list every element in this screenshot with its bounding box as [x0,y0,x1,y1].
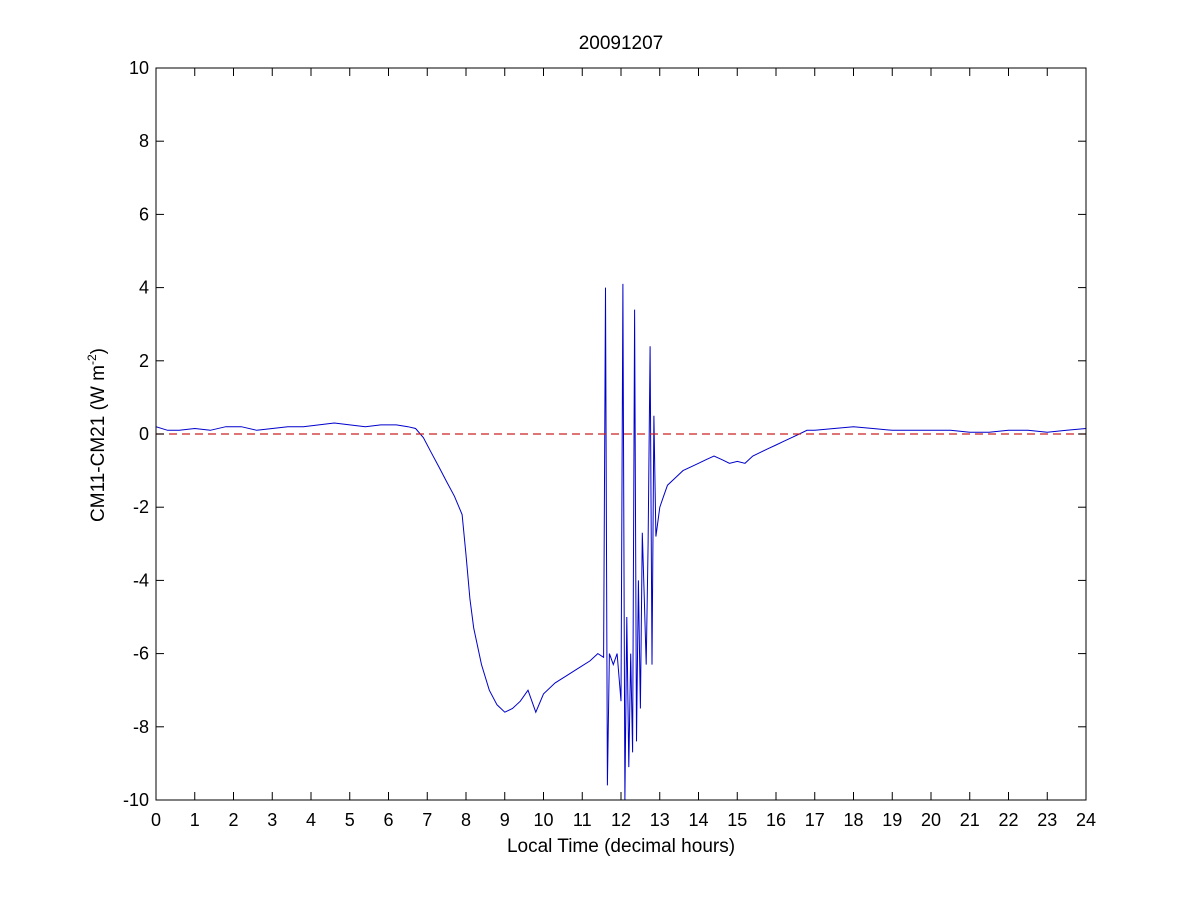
x-tick-label: 14 [688,810,708,830]
x-tick-label: 20 [921,810,941,830]
x-axis-label: Local Time (decimal hours) [506,836,736,857]
x-tick-label: 6 [383,810,393,830]
x-tick-label: 11 [573,810,592,830]
x-tick-label: 15 [727,810,747,830]
x-tick-label: 5 [345,810,355,830]
y-tick-label: 8 [139,131,149,151]
x-tick-label: 19 [882,810,902,830]
y-tick-label: -8 [133,717,149,737]
y-tick-label: 10 [129,58,149,78]
y-axis-label: CM11-CM21 (W m-2) [85,348,110,522]
y-tick-label: -2 [133,497,149,517]
x-tick-label: 23 [1037,810,1057,830]
y-tick-label: 6 [139,204,149,224]
x-tick-label: 10 [533,810,553,830]
y-axis-label-suffix: ) [88,348,109,355]
x-tick-label: 24 [1076,810,1096,830]
x-tick-label: 18 [843,810,863,830]
y-axis-label-exponent: -2 [85,354,99,366]
data-series-line [156,283,1086,800]
y-axis-label-text: CM11-CM21 (W m [88,365,109,522]
x-tick-label: 1 [190,810,200,830]
x-tick-label: 12 [611,810,631,830]
x-tick-label: 22 [998,810,1018,830]
y-tick-label: 4 [139,278,149,298]
y-tick-label: -10 [123,790,149,810]
x-tick-label: 21 [960,810,980,830]
x-tick-label: 3 [267,810,277,830]
y-tick-label: 2 [139,351,149,371]
x-tick-label: 17 [805,810,825,830]
y-tick-label: -6 [133,644,149,664]
x-tick-label: 7 [422,810,432,830]
y-tick-label: 0 [139,424,149,444]
x-tick-label: 2 [228,810,238,830]
x-tick-label: 4 [306,810,316,830]
x-tick-label: 9 [500,810,510,830]
chart-title: 20091207 [578,33,664,54]
y-tick-label: -4 [133,570,149,590]
x-tick-label: 8 [461,810,471,830]
x-tick-label: 13 [650,810,670,830]
x-tick-label: 16 [766,810,786,830]
x-tick-label: 0 [151,810,161,830]
